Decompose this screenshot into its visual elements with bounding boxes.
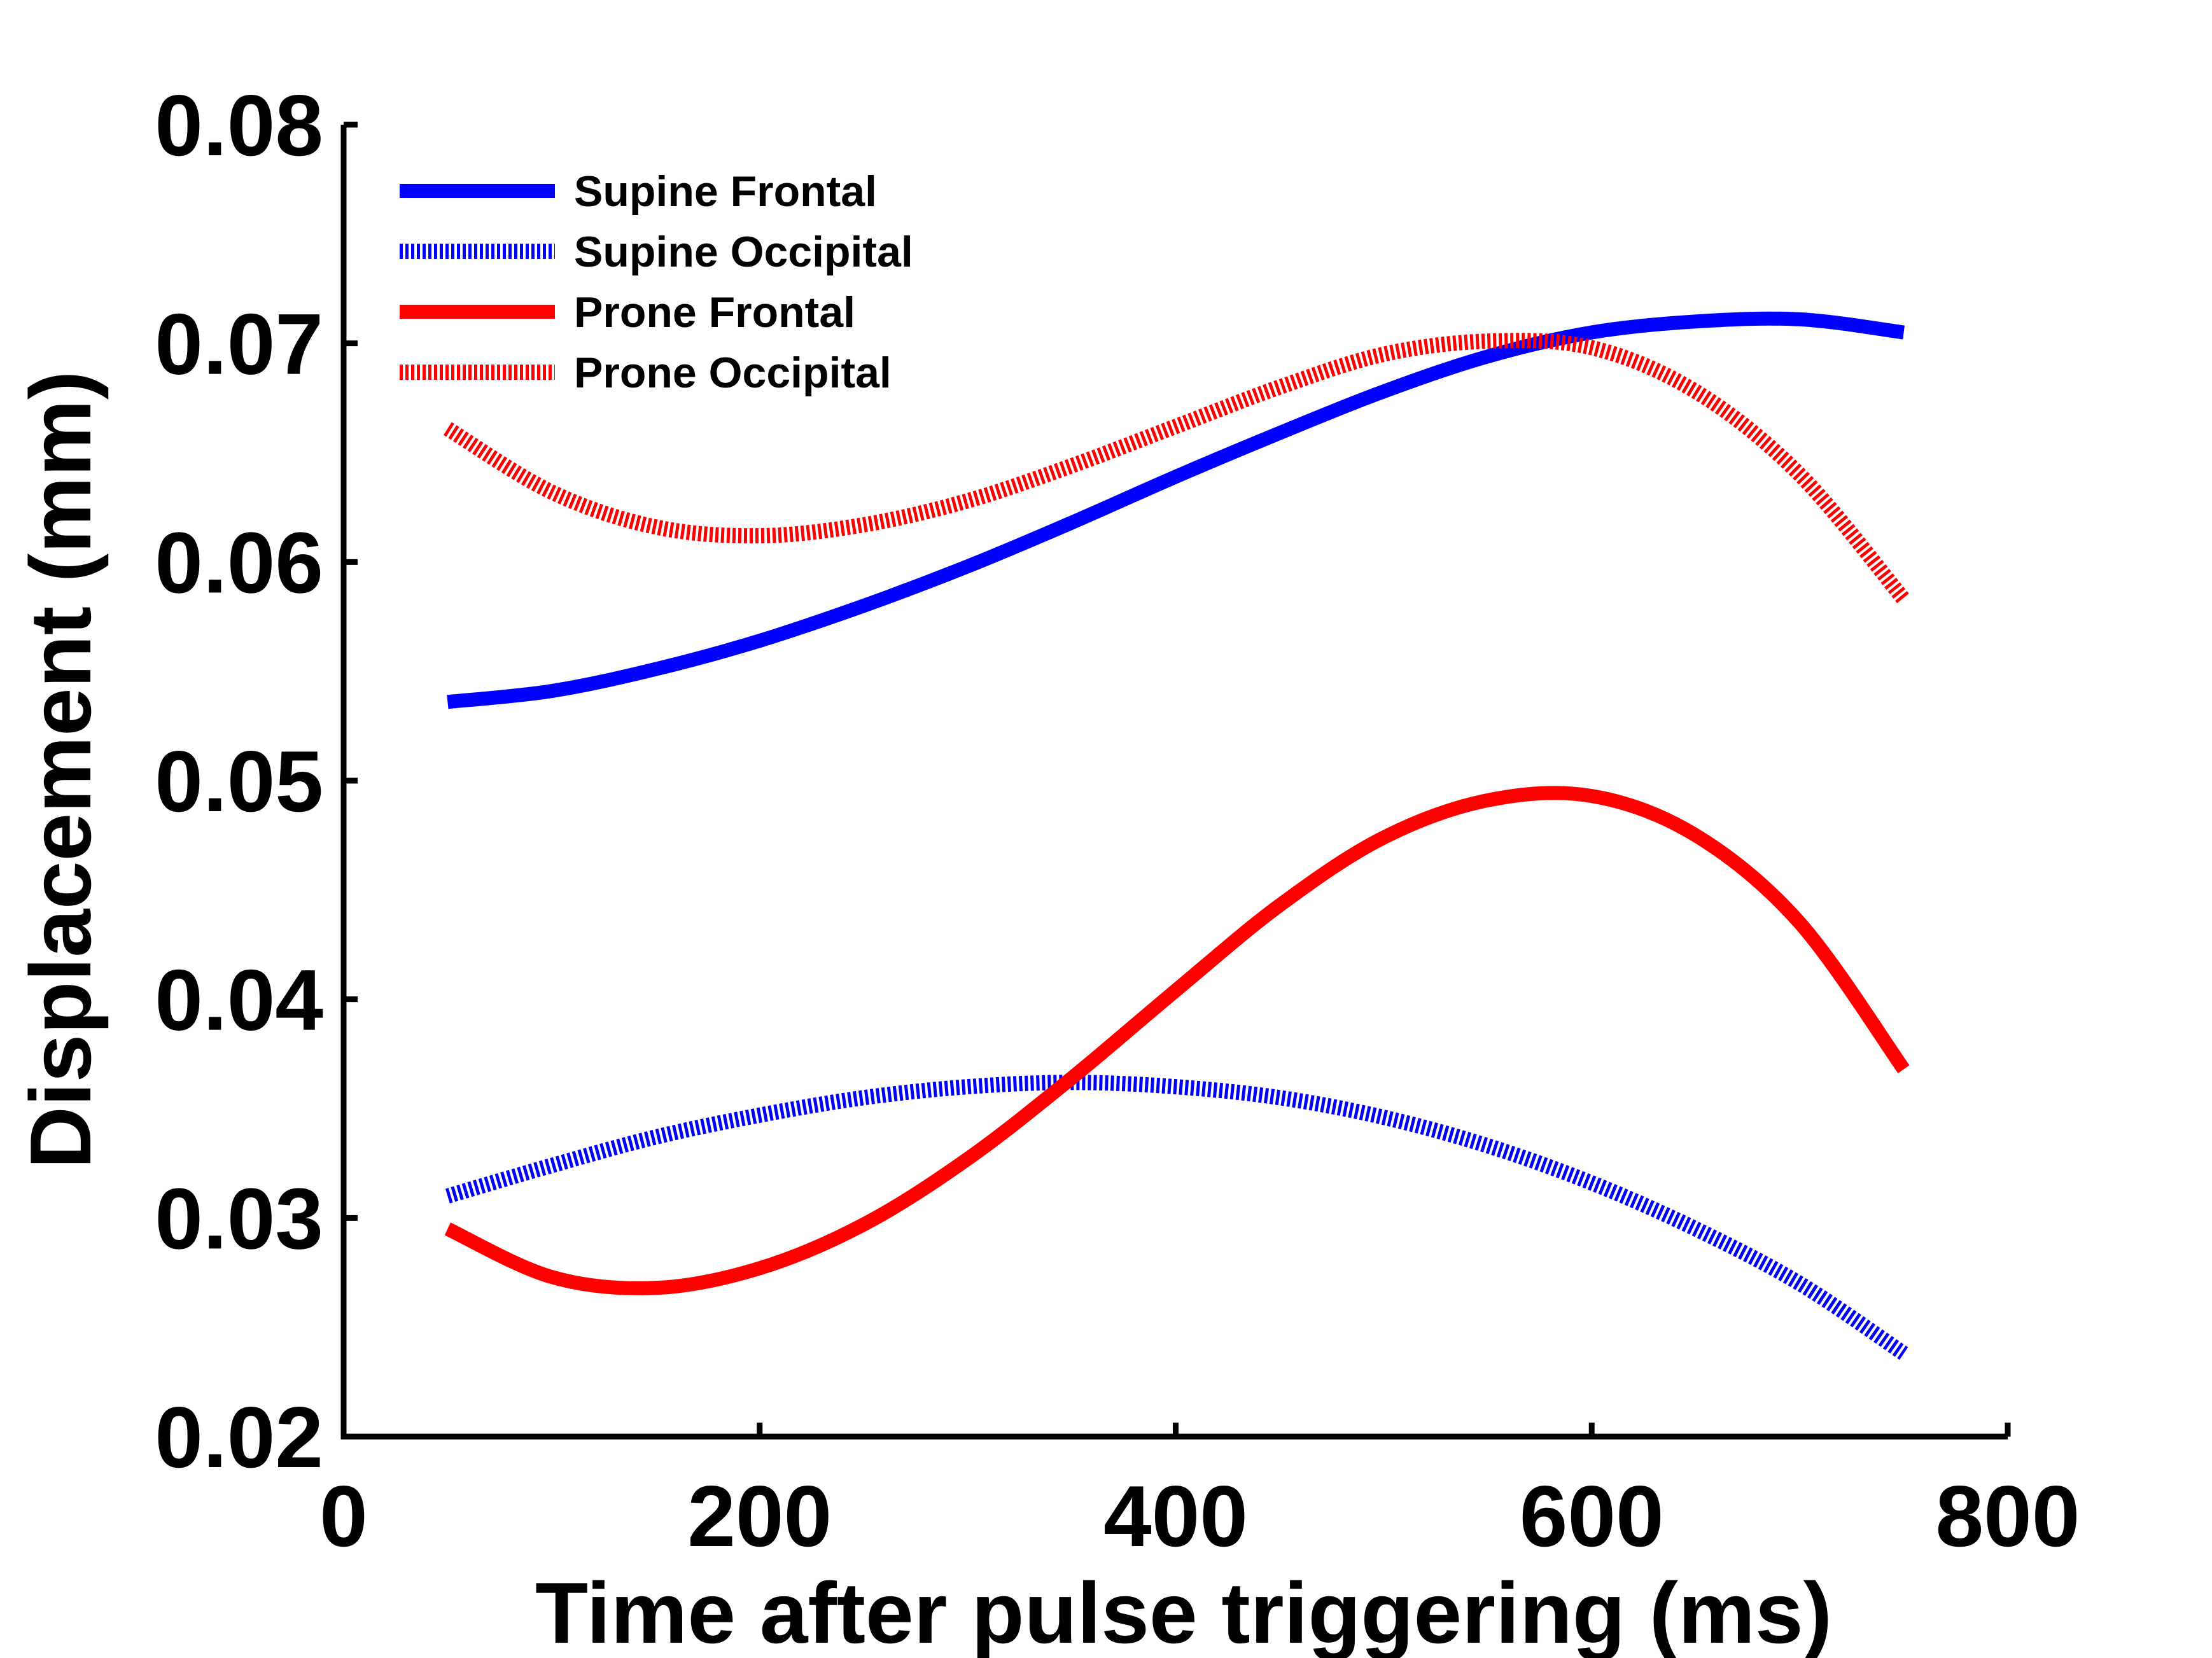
x-tick-label: 600	[1520, 1468, 1664, 1564]
y-tick-label: 0.07	[155, 296, 323, 393]
legend-label: Prone Frontal	[574, 288, 855, 337]
x-axis-label: Time after pulse triggering (ms)	[535, 1564, 1832, 1658]
y-tick-label: 0.02	[155, 1389, 323, 1486]
series-line-supine-occipital	[445, 1075, 1908, 1360]
series-line-prone-frontal	[444, 786, 1910, 1295]
y-tick-label: 0.06	[155, 514, 323, 611]
x-tick-label: 800	[1936, 1468, 2080, 1564]
y-axis-label: Displacement (mm)	[12, 371, 109, 1169]
legend-label: Supine Occipital	[574, 228, 913, 276]
x-tick-label: 200	[687, 1468, 832, 1564]
series-line-prone-occipital	[444, 333, 1910, 604]
series-layer	[444, 311, 1910, 1360]
y-tick-label: 0.04	[155, 952, 323, 1048]
legend-label: Prone Occipital	[574, 349, 892, 397]
legend: Supine Frontal Supine Occipital Prone Fron…	[400, 167, 913, 397]
y-tick-label: 0.03	[155, 1170, 323, 1267]
series-line-supine-frontal	[447, 311, 1905, 709]
x-tick-label: 0	[319, 1468, 368, 1564]
y-tick-label: 0.08	[155, 77, 323, 174]
x-tick-label: 400	[1103, 1468, 1248, 1564]
tick-labels: 0 200 400 600 800 0.02 0.03 0.04 0.05 0.06 0.07 0.0…	[155, 77, 2080, 1564]
axes	[340, 122, 2011, 1440]
legend-label: Supine Frontal	[574, 167, 877, 216]
y-tick-label: 0.05	[155, 733, 323, 830]
